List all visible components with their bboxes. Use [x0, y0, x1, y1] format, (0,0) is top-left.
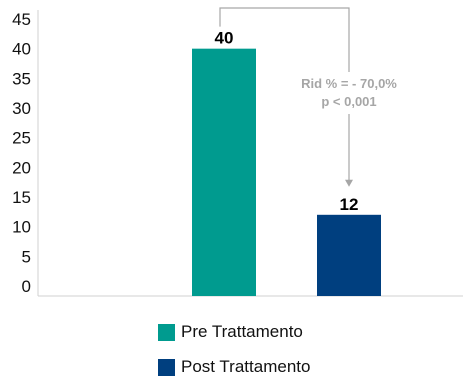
data-labels: 40 12 — [215, 29, 359, 214]
legend-swatch-pre — [158, 323, 175, 341]
legend-label-post: Post Trattamento — [181, 357, 311, 376]
annotation-line-1: Rid % = - 70,0% — [301, 76, 397, 91]
y-tick-label: 30 — [12, 99, 31, 118]
y-tick-label: 10 — [12, 218, 31, 237]
legend-label-pre: Pre Trattamento — [181, 322, 303, 341]
annotation-background — [282, 72, 418, 114]
bar-post — [317, 214, 381, 296]
data-label-pre: 40 — [215, 29, 234, 48]
y-tick-label: 0 — [22, 277, 31, 296]
y-tick-label: 45 — [12, 10, 31, 29]
y-tick-label: 25 — [12, 129, 31, 148]
y-tick-label: 15 — [12, 188, 31, 207]
y-tick-label: 5 — [22, 247, 31, 266]
annotation-line-2: p < 0,001 — [321, 94, 376, 109]
reduction-arrowhead — [345, 179, 353, 187]
bar-pre — [192, 48, 256, 296]
data-label-post: 12 — [340, 195, 359, 214]
legend-item-post: Post Trattamento — [158, 357, 310, 377]
y-tick-label: 40 — [12, 40, 31, 59]
y-tick-labels: 0 5 10 15 20 25 30 35 40 45 — [12, 10, 31, 296]
legend-swatch-post — [158, 358, 175, 376]
bars — [192, 48, 381, 296]
y-tick-label: 20 — [12, 158, 31, 177]
legend-item-pre: Pre Trattamento — [158, 322, 303, 342]
y-tick-label: 35 — [12, 69, 31, 88]
